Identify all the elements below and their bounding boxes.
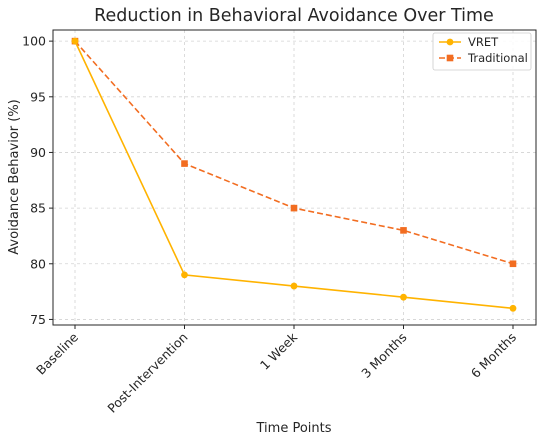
legend-entry: Traditional	[439, 51, 528, 65]
x-axis: Baseline Post-Intervention 1 Week 3 Months 6…	[33, 325, 519, 416]
data-point	[181, 160, 188, 167]
y-tick-label: 75	[30, 312, 46, 327]
y-tick-label: 85	[30, 201, 46, 216]
x-axis-label: Time Points	[256, 421, 332, 436]
y-tick-label: 80	[30, 256, 46, 271]
series-layer	[71, 37, 517, 312]
legend-entry: VRET	[439, 35, 499, 49]
data-point	[509, 304, 517, 312]
y-tick-label: 100	[22, 34, 46, 49]
y-tick-label: 95	[30, 89, 46, 104]
x-tick-label: Baseline	[33, 329, 81, 377]
x-tick-label: 1 Week	[257, 329, 301, 373]
plot-frame	[52, 29, 537, 326]
series-vret	[71, 37, 517, 312]
legend-marker	[446, 38, 454, 46]
grid-layer	[53, 30, 536, 325]
data-point	[290, 204, 298, 212]
data-point	[509, 260, 517, 268]
data-point	[71, 37, 79, 45]
data-point	[181, 271, 188, 279]
data-point	[400, 227, 407, 234]
x-tick-label: Post-Intervention	[104, 330, 190, 416]
chart-title: Reduction in Behavioral Avoidance Over T…	[94, 6, 494, 26]
legend-label: Traditional	[467, 51, 528, 65]
legend-label: VRET	[468, 35, 499, 49]
y-axis: 75 80 85 90 95 100	[22, 34, 53, 327]
x-tick-label: 3 Months	[358, 330, 409, 381]
y-tick-label: 90	[30, 145, 46, 160]
legend-marker	[446, 54, 454, 62]
data-point	[290, 282, 298, 290]
x-tick-label: 6 Months	[468, 330, 519, 381]
data-point	[400, 293, 407, 301]
y-axis-label: Avoidance Behavior (%)	[7, 99, 22, 254]
legend: VRET Traditional	[432, 32, 532, 71]
